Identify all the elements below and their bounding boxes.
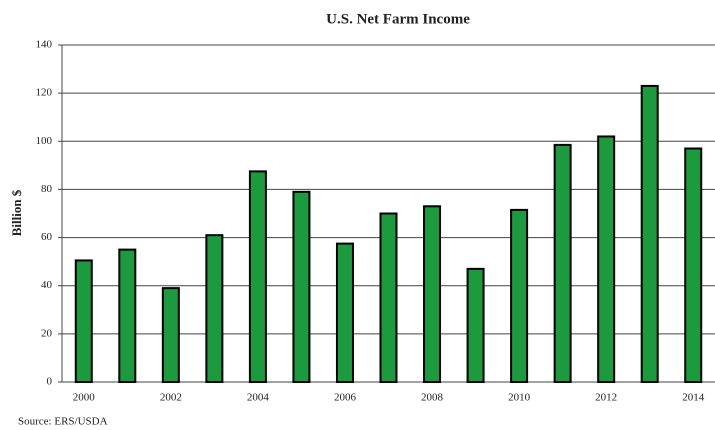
- y-tick-label: 20: [41, 327, 53, 339]
- bar: [379, 212, 398, 383]
- bar: [118, 248, 137, 383]
- y-tick-label: 100: [36, 135, 53, 147]
- chart-title: U.S. Net Farm Income: [326, 11, 470, 27]
- bar: [553, 143, 572, 383]
- y-tick-label: 120: [36, 87, 53, 99]
- x-tick-label: 2008: [421, 392, 444, 404]
- x-tick-label: 2010: [508, 392, 531, 404]
- y-tick-label: 60: [41, 231, 53, 243]
- x-tick-label: 2012: [595, 392, 617, 404]
- bar: [248, 170, 267, 383]
- bar: [335, 242, 354, 383]
- bar: [292, 190, 311, 383]
- bar: [597, 135, 616, 383]
- source-note: Source: ERS/USDA: [18, 416, 108, 428]
- bar: [684, 147, 703, 383]
- x-tick-label: 2002: [160, 392, 182, 404]
- y-axis-label: Billion $: [9, 189, 24, 236]
- bar: [466, 267, 485, 383]
- x-tick-label: 2000: [73, 392, 96, 404]
- bar: [74, 259, 93, 384]
- bar: [423, 205, 442, 383]
- bar: [640, 84, 659, 384]
- y-tick-label: 80: [41, 183, 53, 195]
- bar: [510, 208, 529, 383]
- y-tick-label: 40: [41, 279, 53, 291]
- y-tick-label: 140: [36, 39, 53, 51]
- x-tick-label: 2004: [247, 392, 270, 404]
- x-tick-label: 2006: [334, 392, 357, 404]
- bar: [161, 287, 180, 383]
- x-tick-label: 2014: [682, 392, 705, 404]
- bar: [205, 234, 224, 383]
- y-tick-label: 0: [47, 376, 53, 388]
